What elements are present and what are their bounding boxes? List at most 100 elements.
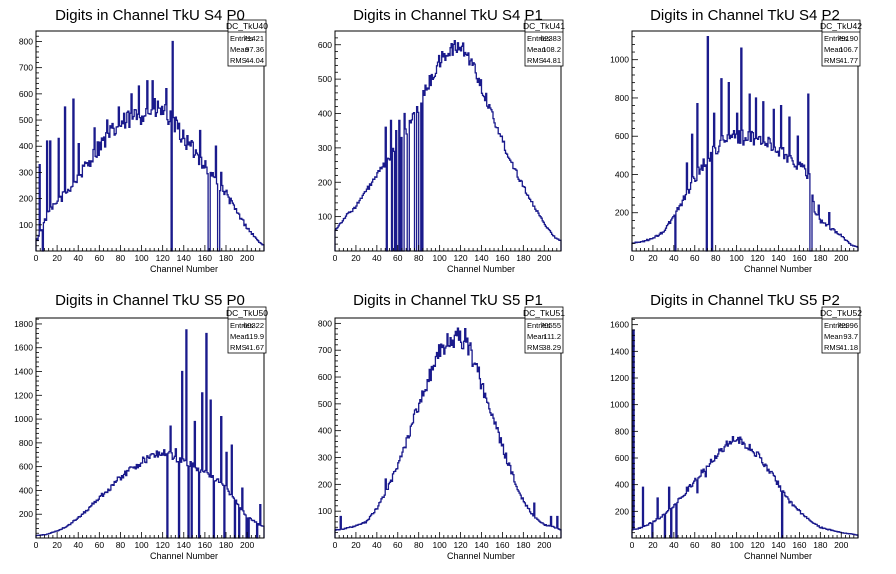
stats-title: DC_TkU42 <box>820 21 862 31</box>
x-tick-label: 40 <box>669 253 679 263</box>
x-tick-label: 140 <box>771 253 785 263</box>
y-tick-label: 1000 <box>14 414 33 424</box>
stats-key: Mean <box>230 332 249 341</box>
stats-key: Entries <box>824 321 848 330</box>
y-tick-label: 400 <box>318 426 332 436</box>
stats-value: 71421 <box>243 34 264 43</box>
stats-key: Entries <box>527 321 551 330</box>
panel-title: Digits in Channel TkU S5 P2 <box>650 292 840 309</box>
x-tick-label: 200 <box>537 253 551 263</box>
stats-key: Entries <box>230 34 254 43</box>
x-tick-label: 180 <box>813 540 827 550</box>
stats-value: 106.7 <box>839 45 858 54</box>
stats-key: Mean <box>824 45 843 54</box>
y-tick-label: 1800 <box>14 319 33 329</box>
x-tick-label: 160 <box>792 253 806 263</box>
x-tick-label: 20 <box>351 540 361 550</box>
x-tick-label: 60 <box>95 540 105 550</box>
x-tick-label: 160 <box>198 253 212 263</box>
y-tick-label: 1400 <box>14 367 33 377</box>
x-tick-label: 40 <box>73 540 83 550</box>
x-tick-label: 80 <box>116 253 126 263</box>
x-axis-label: Channel Number <box>150 551 218 561</box>
x-tick-label: 180 <box>219 540 233 550</box>
panel-tku-s5-p0: Digits in Channel TkU S5 P0 0 20 40 60 80 100 1… <box>14 292 268 561</box>
x-tick-label: 160 <box>495 253 509 263</box>
panel-tku-s4-p0: Digits in Channel TkU S4 P0 0 20 40 60 80 100 1… <box>19 7 268 274</box>
y-tick-label: 300 <box>19 167 33 177</box>
stats-key: RMS <box>527 343 544 352</box>
stats-title: DC_TkU51 <box>523 308 565 318</box>
x-tick-label: 0 <box>34 253 39 263</box>
stats-key: Mean <box>527 45 546 54</box>
stats-value: 41.67 <box>245 343 264 352</box>
y-tick-label: 800 <box>19 36 33 46</box>
stats-value: 93.7 <box>843 332 858 341</box>
y-tick-label: 300 <box>318 453 332 463</box>
stats-title: DC_TkU40 <box>226 21 268 31</box>
stats-key: Mean <box>527 332 546 341</box>
stats-title: DC_TkU50 <box>226 308 268 318</box>
stats-key: RMS <box>527 56 544 65</box>
y-tick-label: 400 <box>19 485 33 495</box>
y-tick-label: 600 <box>615 453 629 463</box>
stats-value: 72996 <box>837 321 858 330</box>
stats-key: RMS <box>824 343 841 352</box>
stats-key: RMS <box>230 56 247 65</box>
y-tick-label: 500 <box>19 115 33 125</box>
panel-tku-s4-p1: Digits in Channel TkU S4 P1 0 20 40 60 80 100 1… <box>318 7 565 274</box>
x-tick-label: 120 <box>750 540 764 550</box>
histogram-line <box>35 329 265 539</box>
stats-value: 62383 <box>540 34 561 43</box>
y-tick-label: 600 <box>19 462 33 472</box>
x-tick-label: 140 <box>177 540 191 550</box>
x-axis-label: Channel Number <box>447 551 515 561</box>
x-axis-label: Channel Number <box>744 551 812 561</box>
x-tick-label: 160 <box>495 540 509 550</box>
y-tick-label: 1600 <box>610 320 629 330</box>
x-tick-label: 120 <box>156 540 170 550</box>
x-tick-label: 40 <box>669 540 679 550</box>
stats-value: 41.18 <box>839 343 858 352</box>
panel-tku-s5-p2: Digits in Channel TkU S5 P2 0 20 40 60 80 100 1… <box>610 292 862 561</box>
stats-value: 119.9 <box>246 332 264 341</box>
stats-value: 97.36 <box>245 45 264 54</box>
histogram-line <box>35 40 265 252</box>
x-tick-label: 0 <box>630 253 635 263</box>
y-tick-label: 200 <box>615 506 629 516</box>
x-tick-label: 180 <box>516 540 530 550</box>
x-axis-label: Channel Number <box>744 264 812 274</box>
stats-key: Mean <box>824 332 843 341</box>
x-tick-label: 80 <box>414 540 424 550</box>
stats-title: DC_TkU41 <box>523 21 565 31</box>
x-tick-label: 0 <box>34 540 39 550</box>
x-tick-label: 20 <box>351 253 361 263</box>
x-tick-label: 20 <box>52 253 62 263</box>
x-tick-label: 100 <box>134 253 148 263</box>
x-tick-label: 160 <box>792 540 806 550</box>
y-tick-label: 200 <box>19 509 33 519</box>
y-tick-label: 100 <box>19 220 33 230</box>
x-tick-label: 140 <box>474 540 488 550</box>
histogram-line <box>334 40 562 252</box>
x-tick-label: 40 <box>372 540 382 550</box>
x-tick-label: 120 <box>453 540 467 550</box>
stats-key: Mean <box>230 45 249 54</box>
stats-key: RMS <box>230 343 247 352</box>
x-tick-label: 160 <box>198 540 212 550</box>
y-tick-label: 600 <box>19 89 33 99</box>
x-tick-label: 180 <box>813 253 827 263</box>
histogram-line <box>631 329 859 539</box>
x-tick-label: 60 <box>393 540 403 550</box>
stats-value: 60322 <box>243 321 264 330</box>
y-tick-label: 700 <box>19 63 33 73</box>
x-tick-label: 80 <box>711 540 721 550</box>
x-tick-label: 0 <box>630 540 635 550</box>
panel-title: Digits in Channel TkU S5 P1 <box>353 292 543 309</box>
x-tick-label: 180 <box>219 253 233 263</box>
x-tick-label: 40 <box>73 253 83 263</box>
y-tick-label: 1200 <box>14 390 33 400</box>
histogram-line <box>631 36 859 252</box>
x-tick-label: 140 <box>771 540 785 550</box>
y-tick-label: 500 <box>318 399 332 409</box>
